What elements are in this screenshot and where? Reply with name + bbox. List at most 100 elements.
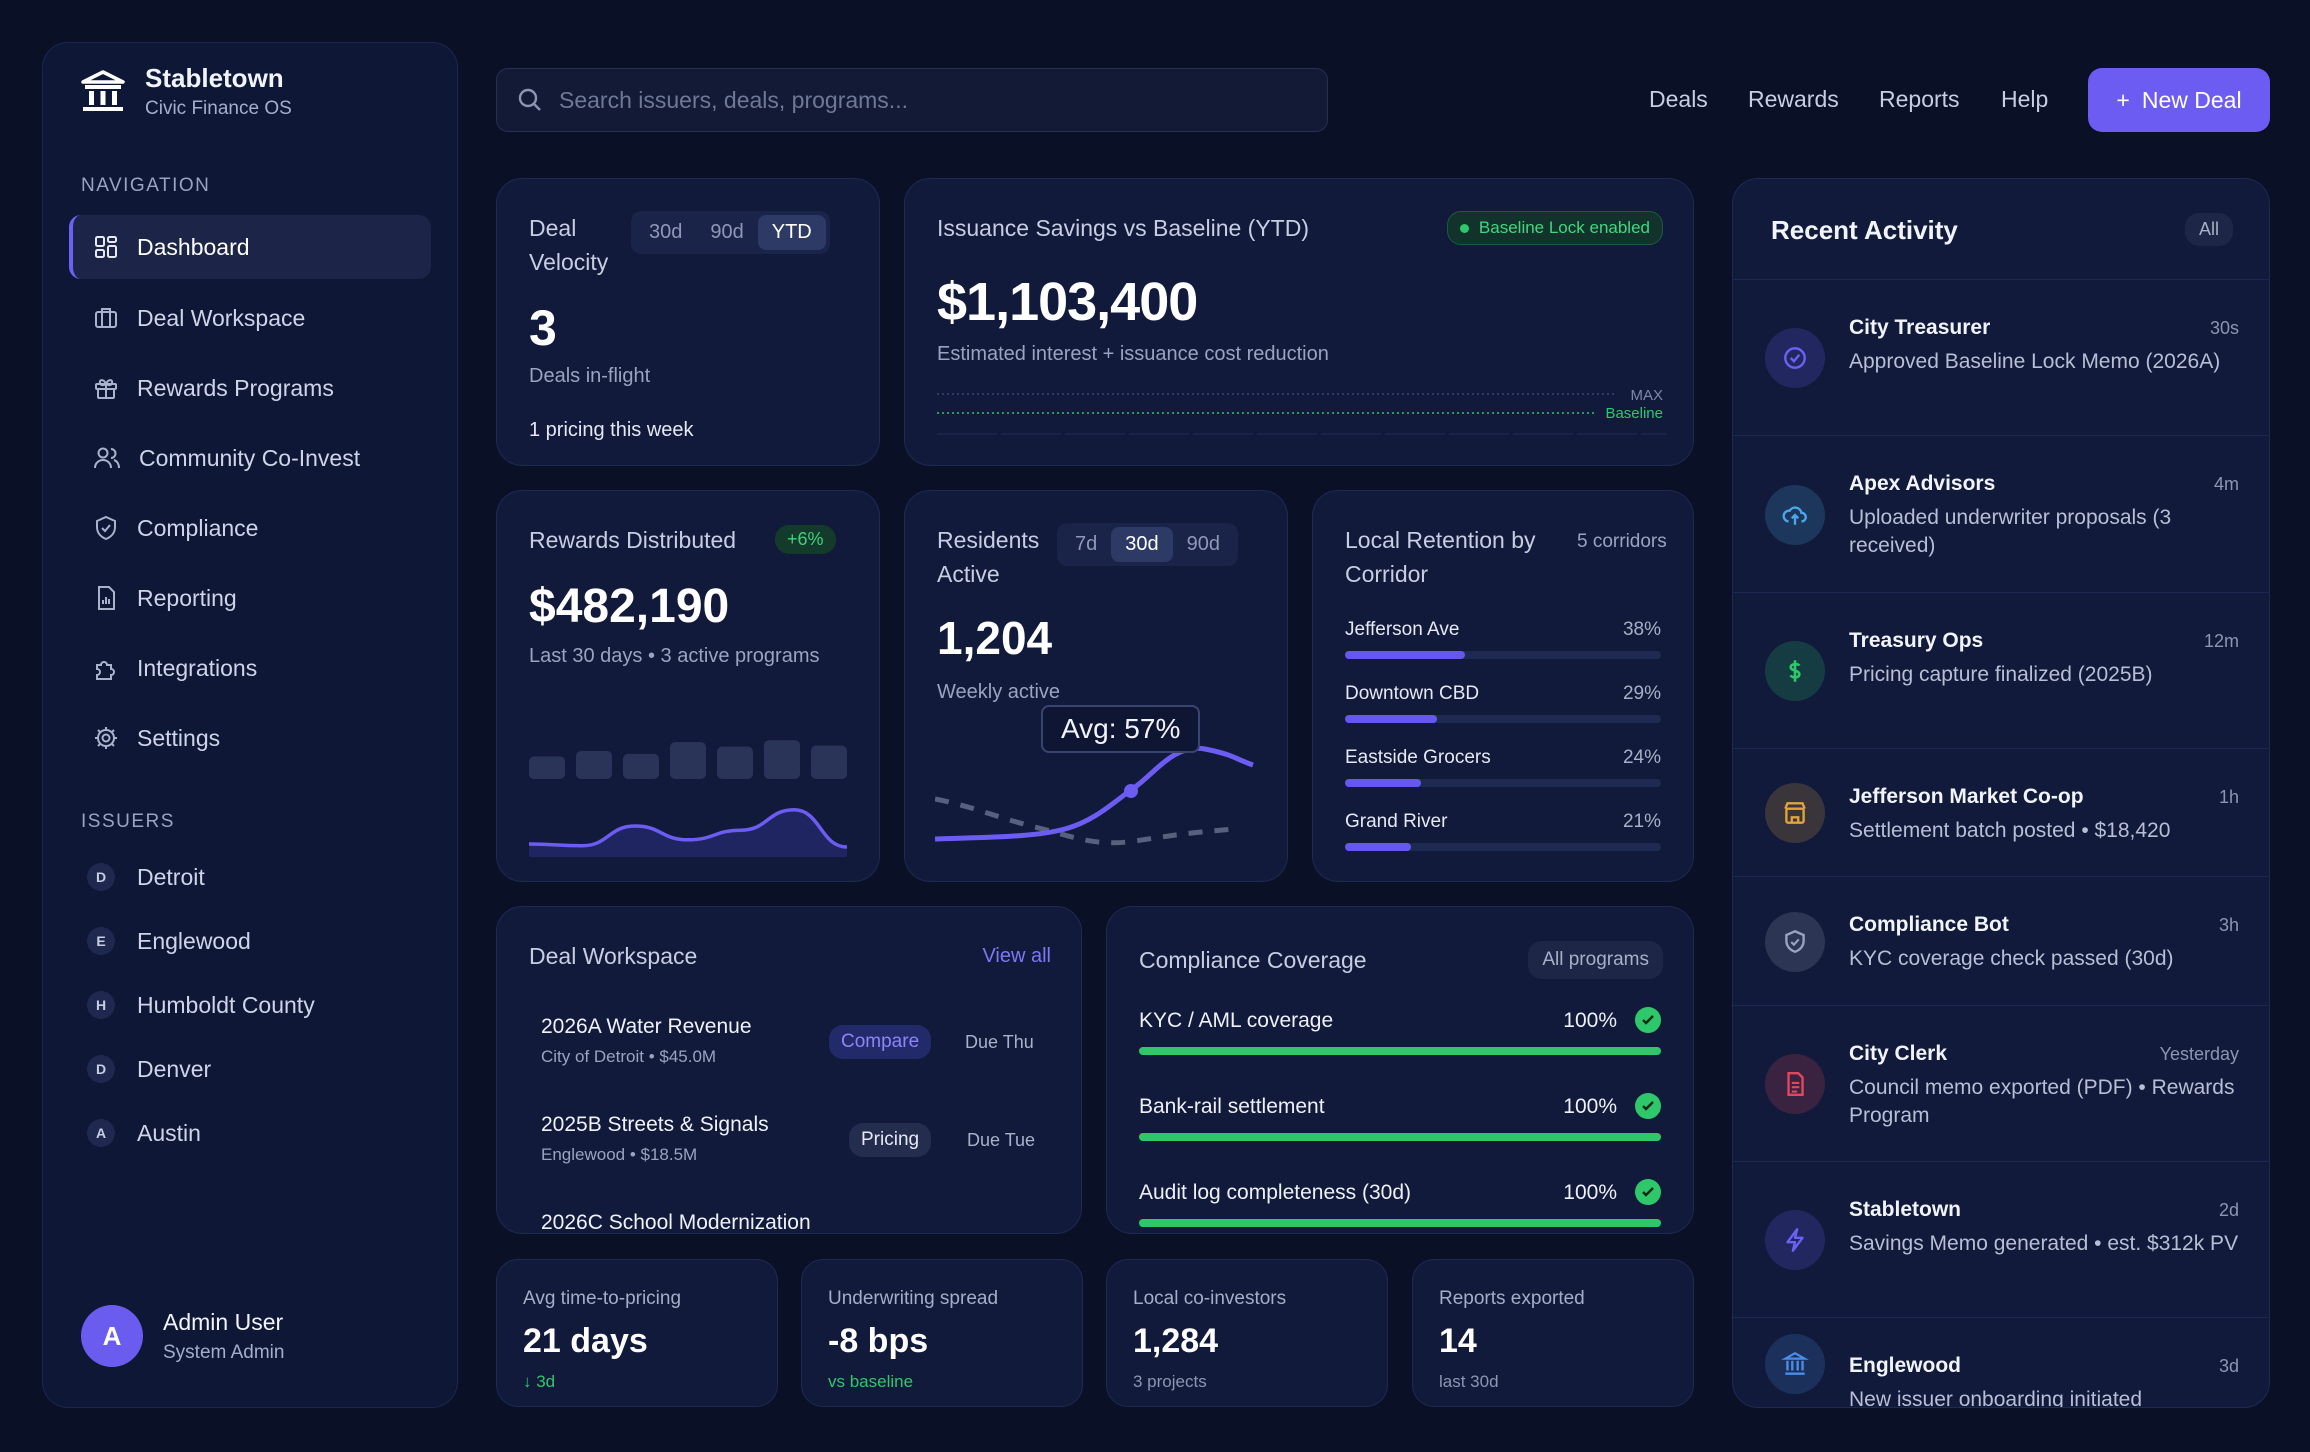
- corridor-bar: [1345, 779, 1661, 787]
- report-icon: [98, 586, 115, 610]
- deal-row[interactable]: 2026A Water Revenue City of Detroit • $4…: [541, 1015, 752, 1067]
- rewards-bar: [811, 745, 847, 779]
- range-option-30d[interactable]: 30d: [649, 221, 683, 243]
- gear-icon: [95, 727, 117, 749]
- issuer-item-austin[interactable]: A Austin: [87, 1119, 201, 1147]
- badge-label: Baseline Lock enabled: [1478, 218, 1650, 237]
- corridor-name: Jefferson Ave: [1345, 619, 1460, 640]
- card-title: Deal Workspace: [529, 943, 698, 969]
- program-filter[interactable]: All programs: [1528, 941, 1663, 979]
- activity-item[interactable]: Jefferson Market Co-op Settlement batch p…: [1733, 748, 2269, 876]
- issuer-item-denver[interactable]: D Denver: [87, 1055, 211, 1083]
- sidebar-item-label: Integrations: [137, 654, 258, 681]
- compliance-bar: [1139, 1047, 1661, 1055]
- stat-sub: 3 projects: [1133, 1372, 1207, 1391]
- sidebar: Stabletown Civic Finance OS NAVIGATION D…: [42, 42, 458, 1408]
- deal-row[interactable]: 2025B Streets & Signals Englewood • $18.…: [541, 1113, 769, 1165]
- header-link-deals[interactable]: Deals: [1649, 86, 1708, 112]
- compliance-bar: [1139, 1133, 1661, 1141]
- stat-label: Avg time-to-pricing: [523, 1288, 682, 1309]
- sidebar-item-label: Community Co-Invest: [139, 444, 361, 471]
- corridor-bar-fill: [1345, 651, 1466, 659]
- activity-item[interactable]: Compliance Bot KYC coverage check passed …: [1733, 876, 2269, 1005]
- activity-actor: City Clerk: [1849, 1042, 1948, 1065]
- deal-meta: Englewood • $18.5M: [541, 1145, 698, 1164]
- sidebar-item-rewards-programs[interactable]: Rewards Programs: [69, 356, 431, 420]
- sidebar-item-settings[interactable]: Settings: [69, 706, 431, 770]
- sidebar-item-label: Dashboard: [137, 233, 250, 260]
- new-deal-button[interactable]: + New Deal: [2088, 68, 2270, 132]
- stat-value: 21 days: [523, 1322, 648, 1360]
- range-toggle: 30d 90d YTD: [631, 211, 830, 254]
- issuer-name: Englewood: [137, 927, 251, 954]
- compliance-card: Compliance Coverage All programs KYC / A…: [1106, 906, 1694, 1234]
- issuer-name: Detroit: [137, 863, 205, 890]
- header-link-rewards[interactable]: Rewards: [1748, 86, 1839, 112]
- issuer-initial: D: [87, 863, 115, 891]
- range-toggle: 7d 30d 90d: [1057, 523, 1238, 566]
- rewards-bar: [717, 746, 753, 779]
- corridor-count: 5 corridors: [1577, 531, 1667, 552]
- change-badge: +6%: [775, 525, 836, 554]
- document-icon: [1765, 1054, 1825, 1114]
- activity-filter[interactable]: All: [2184, 213, 2233, 246]
- activity-item[interactable]: City Clerk Council memo exported (PDF) • …: [1733, 1005, 2269, 1161]
- retention-card: Local Retention by Corridor 5 corridors …: [1312, 490, 1694, 882]
- shield-icon: [1765, 911, 1825, 972]
- issuer-item-humboldt[interactable]: H Humboldt County: [87, 991, 315, 1019]
- deal-velocity-card: Deal Velocity 30d 90d YTD 3 Deals in-fli…: [496, 178, 880, 466]
- activity-item[interactable]: Englewood New issuer onboarding initiated…: [1733, 1317, 2269, 1407]
- compliance-bar-fill: [1139, 1133, 1661, 1141]
- issuer-initial: E: [87, 927, 115, 955]
- check-icon: [1635, 1093, 1661, 1119]
- view-all-link[interactable]: View all: [982, 945, 1051, 967]
- sidebar-item-compliance[interactable]: Compliance: [69, 496, 431, 560]
- activity-actor: Apex Advisors: [1849, 472, 1996, 495]
- sidebar-item-community-co-invest[interactable]: Community Co-Invest: [69, 426, 431, 490]
- dollar-icon: [1765, 641, 1825, 701]
- issuer-item-detroit[interactable]: D Detroit: [87, 863, 205, 891]
- users-icon: [94, 447, 120, 469]
- user-name: Admin User: [163, 1308, 284, 1335]
- deal-row[interactable]: 2026C School Modernization: [541, 1211, 811, 1233]
- range-option-90d[interactable]: 90d: [710, 221, 744, 243]
- recent-activity-panel: Recent Activity All City Treasurer Approv…: [1732, 178, 2270, 1408]
- compliance-pct: 100%: [1563, 1095, 1617, 1118]
- issuer-item-englewood[interactable]: E Englewood: [87, 927, 251, 955]
- activity-text: Uploaded underwriter proposals (3 receiv…: [1849, 506, 2172, 557]
- activity-item[interactable]: Apex Advisors Uploaded underwriter propos…: [1733, 435, 2269, 592]
- sidebar-item-deal-workspace[interactable]: Deal Workspace: [69, 286, 431, 350]
- range-option-7d[interactable]: 7d: [1075, 533, 1098, 555]
- activity-item[interactable]: Stabletown Savings Memo generated • est. …: [1733, 1161, 2269, 1317]
- stat-value: 14: [1439, 1322, 1477, 1360]
- sidebar-item-reporting[interactable]: Reporting: [69, 566, 431, 630]
- header-link-help[interactable]: Help: [2001, 86, 2049, 112]
- search-input[interactable]: [559, 86, 1299, 114]
- bank-icon: [1765, 1334, 1825, 1394]
- sidebar-item-integrations[interactable]: Integrations: [69, 636, 431, 700]
- grid-icon: [95, 236, 117, 258]
- brand-subtitle: Civic Finance OS: [145, 98, 292, 119]
- rewards-chart: [529, 740, 847, 857]
- search-bar[interactable]: [496, 68, 1328, 132]
- gift-icon: [95, 379, 117, 399]
- lightning-icon: [1765, 1210, 1825, 1270]
- sidebar-item-label: Reporting: [137, 584, 237, 611]
- range-option-30d[interactable]: 30d: [1111, 527, 1173, 562]
- activity-item[interactable]: Treasury Ops Pricing capture finalized (2…: [1733, 592, 2269, 748]
- corridor-name: Downtown CBD: [1345, 683, 1480, 704]
- stat-card-underwriting-spread: Underwriting spread -8 bps vs baseline: [801, 1259, 1083, 1407]
- sidebar-item-label: Deal Workspace: [137, 304, 306, 331]
- activity-text: Council memo exported (PDF) • Rewards Pr…: [1849, 1076, 2235, 1127]
- rewards-area: [529, 809, 847, 857]
- activity-item[interactable]: City Treasurer Approved Baseline Lock Mem…: [1733, 279, 2269, 435]
- header-link-reports[interactable]: Reports: [1879, 86, 1960, 112]
- sidebar-item-dashboard[interactable]: Dashboard: [69, 215, 431, 279]
- range-option-ytd[interactable]: YTD: [757, 215, 826, 250]
- issuers-heading: ISSUERS: [81, 811, 175, 832]
- range-option-90d[interactable]: 90d: [1186, 533, 1220, 555]
- activity-time: 3d: [2218, 1356, 2239, 1376]
- activity-time: 3h: [2218, 915, 2239, 935]
- brand[interactable]: Stabletown Civic Finance OS: [79, 63, 292, 120]
- user-profile[interactable]: A Admin User System Admin: [81, 1305, 284, 1367]
